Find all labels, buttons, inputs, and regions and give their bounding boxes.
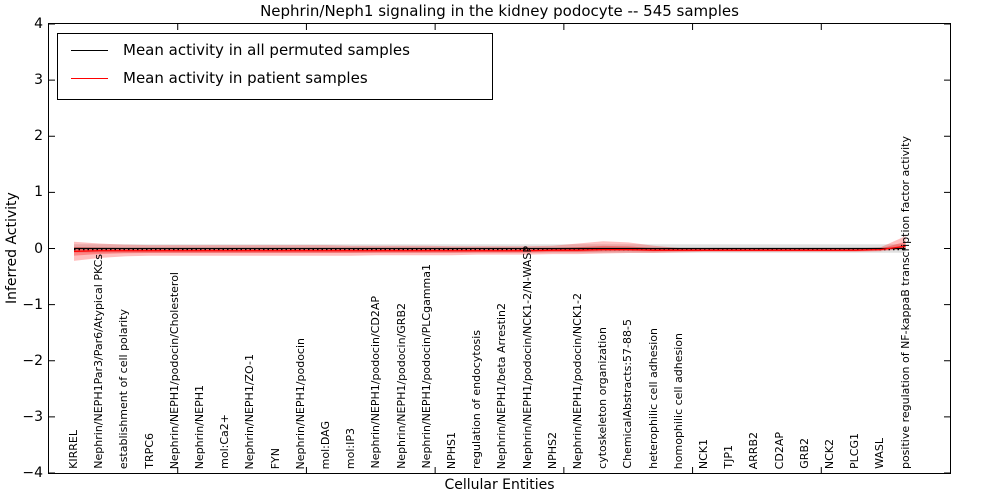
x-category-label: homophilic cell adhesion [671, 332, 685, 469]
x-category-label: TRPC6 [142, 433, 156, 469]
legend: Mean activity in all permuted samples Me… [57, 33, 493, 100]
x-category-label: NCK1 [697, 438, 710, 469]
x-category-label: Nephrin/NEPH1/ZO-1 [243, 353, 257, 469]
y-tick-label: −3 [22, 408, 43, 425]
x-category-label: PLCG1 [848, 433, 862, 469]
y-tick-label: 3 [34, 72, 43, 89]
y-tick-label: −1 [22, 296, 43, 313]
legend-label: Mean activity in patient samples [123, 69, 368, 87]
x-category-label: NPHS2 [545, 431, 559, 469]
x-category-label: Nephrin/NEPH1/podocin/PLCgamma1 [419, 264, 433, 469]
x-category-label: mol:DAG [319, 420, 332, 469]
plot-area [49, 24, 950, 473]
x-category-label: Nephrin/NEPH1/podocin/CD2AP [369, 296, 383, 469]
x-category-label: Nephrin/NEPH1/podocin [293, 337, 307, 470]
x-category-label: Nephrin/NEPH1/podocin/NCK1-2/N-WASP [520, 245, 534, 469]
y-tick-label: −4 [22, 465, 43, 481]
x-category-label: mol:IP3 [344, 427, 358, 469]
x-category-label: Nephrin/NEPH1/podocin/NCK1-2 [571, 292, 584, 469]
permuted-line-swatch [71, 49, 108, 51]
x-category-label: Nephrin/NEPH1Par3/Par6/Atypical PKCs [92, 254, 106, 469]
legend-item: Mean activity in all permuted samples [71, 41, 492, 59]
x-category-label: Nephrin/NEPH1 [193, 384, 206, 469]
y-tick-label: −2 [22, 352, 43, 369]
y-tick-label: 1 [34, 184, 43, 201]
x-category-label: Nephrin/NEPH1/podocin/Cholesterol [167, 271, 181, 469]
x-category-label: establishment of cell polarity [117, 308, 131, 469]
x-category-label: TJP1 [722, 445, 736, 469]
x-category-label: ARRB2 [747, 431, 761, 469]
patient-mean-line [73, 245, 906, 252]
x-category-label: Nephrin/NEPH1/beta Arrestin2 [495, 302, 509, 469]
x-axis-title: Cellular Entities [444, 477, 555, 493]
chart-title: Nephrin/Neph1 signaling in the kidney po… [260, 2, 739, 20]
axes-frame [48, 23, 951, 474]
x-category-label: NCK2 [823, 438, 836, 469]
x-category-label: heterophilic cell adhesion [646, 328, 660, 469]
x-category-label: WASL [873, 438, 887, 469]
y-tick-label: 2 [34, 128, 43, 145]
x-category-label: regulation of endocytosis [470, 329, 484, 469]
patient-band-inner [74, 241, 906, 256]
x-category-label: KIRREL [67, 430, 80, 469]
legend-item: Mean activity in patient samples [71, 69, 492, 87]
x-category-label: positive regulation of NF-kappaB transcr… [898, 135, 912, 469]
x-category-label: cytoskeleton organization [596, 327, 610, 469]
y-tick-label: 0 [34, 240, 43, 257]
x-category-label: FYN [268, 447, 282, 469]
patient-line-swatch [71, 77, 108, 79]
x-category-label: mol:Ca2+ [218, 414, 232, 469]
x-category-label: CD2AP [772, 431, 786, 469]
legend-label: Mean activity in all permuted samples [123, 41, 410, 59]
x-category-label: NPHS1 [445, 431, 458, 469]
x-category-label: Nephrin/NEPH1/podocin/GRB2 [394, 303, 408, 469]
x-category-label: ChemicalAbstracts:57-88-5 [621, 319, 635, 469]
x-category-label: GRB2 [797, 438, 811, 469]
y-tick-label: 4 [34, 16, 43, 32]
